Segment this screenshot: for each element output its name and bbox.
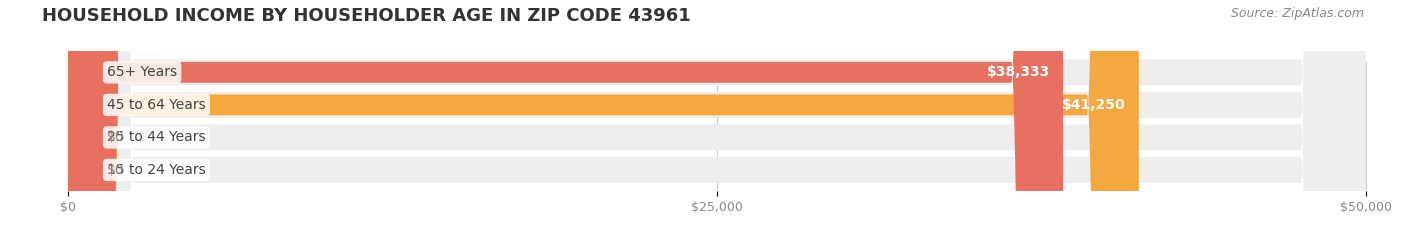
Text: 25 to 44 Years: 25 to 44 Years bbox=[107, 130, 205, 144]
Text: $38,333: $38,333 bbox=[987, 65, 1050, 79]
FancyBboxPatch shape bbox=[67, 0, 1367, 233]
Text: $41,250: $41,250 bbox=[1063, 98, 1126, 112]
FancyBboxPatch shape bbox=[67, 0, 1367, 233]
Text: Source: ZipAtlas.com: Source: ZipAtlas.com bbox=[1230, 7, 1364, 20]
FancyBboxPatch shape bbox=[67, 0, 1139, 233]
Text: 45 to 64 Years: 45 to 64 Years bbox=[107, 98, 205, 112]
FancyBboxPatch shape bbox=[67, 0, 1063, 233]
Text: HOUSEHOLD INCOME BY HOUSEHOLDER AGE IN ZIP CODE 43961: HOUSEHOLD INCOME BY HOUSEHOLDER AGE IN Z… bbox=[42, 7, 690, 25]
Text: $0: $0 bbox=[107, 130, 125, 144]
Text: 15 to 24 Years: 15 to 24 Years bbox=[107, 163, 205, 177]
FancyBboxPatch shape bbox=[67, 0, 1367, 233]
Text: $0: $0 bbox=[107, 163, 125, 177]
Text: 65+ Years: 65+ Years bbox=[107, 65, 177, 79]
FancyBboxPatch shape bbox=[67, 0, 1367, 233]
